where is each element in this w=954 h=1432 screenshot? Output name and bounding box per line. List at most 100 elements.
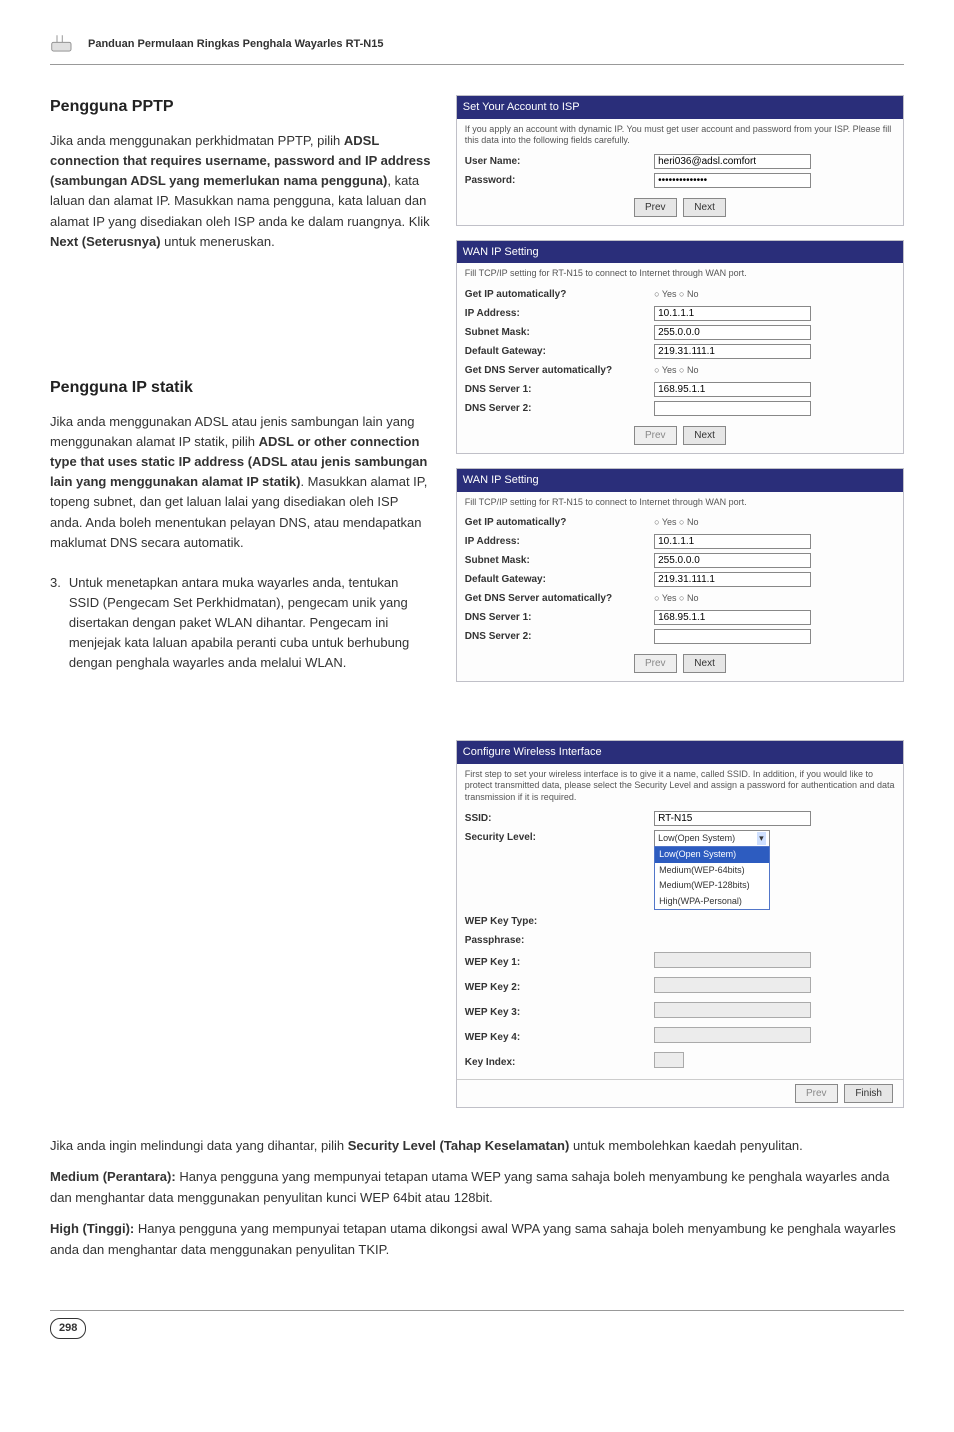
mask-input[interactable] <box>654 325 811 340</box>
text-bold: Security Level (Tahap Keselamatan) <box>348 1138 570 1153</box>
isp-panel: Set Your Account to ISP If you apply an … <box>456 95 904 226</box>
wan2-desc: Fill TCP/IP setting for RT-N15 to connec… <box>457 492 903 514</box>
left-column: Pengguna PPTP Jika anda menggunakan perk… <box>50 95 432 1108</box>
dns1-input[interactable] <box>654 382 811 397</box>
text: Jika anda ingin melindungi data yang dih… <box>50 1138 348 1153</box>
text-bold: Next (Seterusnya) <box>50 234 161 249</box>
router-icon <box>50 30 78 58</box>
gw-label: Default Gateway: <box>465 572 654 587</box>
getdns-label: Get DNS Server automatically? <box>465 363 654 378</box>
text-bold: High (Tinggi): <box>50 1221 134 1236</box>
wep4-label: WEP Key 4: <box>465 1030 654 1045</box>
getdns-label: Get DNS Server automatically? <box>465 591 654 606</box>
wan2-header: WAN IP Setting <box>457 469 903 492</box>
dns2-label: DNS Server 2: <box>465 629 654 644</box>
next-button[interactable]: Next <box>683 654 726 673</box>
password-label: Password: <box>465 173 654 188</box>
wep4-input <box>654 1027 811 1043</box>
text: Hanya pengguna yang mempunyai tetapan ut… <box>50 1221 896 1257</box>
prev-button[interactable]: Prev <box>634 426 677 445</box>
isp-panel-header: Set Your Account to ISP <box>457 96 903 119</box>
wep2-label: WEP Key 2: <box>465 980 654 995</box>
username-input[interactable] <box>654 154 811 169</box>
bottom-text: Jika anda ingin melindungi data yang dih… <box>50 1136 904 1260</box>
prev-button[interactable]: Prev <box>634 654 677 673</box>
getdns-radio[interactable]: ○ Yes ○ No <box>654 364 895 378</box>
chevron-down-icon: ▾ <box>757 832 766 846</box>
keyindex-label: Key Index: <box>465 1055 654 1070</box>
text: untuk membolehkan kaedah penyulitan. <box>569 1138 802 1153</box>
security-level-label: Security Level: <box>465 830 654 845</box>
dns2-input[interactable] <box>654 401 811 416</box>
mask-input[interactable] <box>654 553 811 568</box>
text: untuk meneruskan. <box>161 234 275 249</box>
text-bold: Medium (Perantara): <box>50 1169 176 1184</box>
option-med64[interactable]: Medium(WEP-64bits) <box>655 863 769 879</box>
header-title: Panduan Permulaan Ringkas Penghala Wayar… <box>88 36 383 53</box>
wep-type-label: WEP Key Type: <box>465 914 654 929</box>
isp-panel-desc: If you apply an account with dynamic IP.… <box>457 119 903 152</box>
passphrase-label: Passphrase: <box>465 933 654 948</box>
static-title: Pengguna IP statik <box>50 376 432 400</box>
gw-label: Default Gateway: <box>465 344 654 359</box>
wifi-panel-desc: First step to set your wireless interfac… <box>457 764 903 809</box>
pptp-title: Pengguna PPTP <box>50 95 432 119</box>
static-body: Jika anda menggunakan ADSL atau jenis sa… <box>50 412 432 553</box>
page-header: Panduan Permulaan Ringkas Penghala Wayar… <box>50 30 904 65</box>
dns1-label: DNS Server 1: <box>465 382 654 397</box>
gw-input[interactable] <box>654 344 811 359</box>
wep2-input <box>654 977 811 993</box>
pptp-body: Jika anda menggunakan perkhidmatan PPTP,… <box>50 131 432 252</box>
prev-button[interactable]: Prev <box>795 1084 838 1103</box>
mask-label: Subnet Mask: <box>465 553 654 568</box>
ip-input[interactable] <box>654 306 811 321</box>
page-footer: 298 <box>50 1310 904 1339</box>
password-input[interactable] <box>654 173 811 188</box>
ssid-label: SSID: <box>465 811 654 826</box>
keyindex-select <box>654 1052 684 1068</box>
next-button[interactable]: Next <box>683 426 726 445</box>
wan-panel-2: WAN IP Setting Fill TCP/IP setting for R… <box>456 468 904 682</box>
mask-label: Subnet Mask: <box>465 325 654 340</box>
ip-input[interactable] <box>654 534 811 549</box>
option-med128[interactable]: Medium(WEP-128bits) <box>655 878 769 894</box>
dns2-label: DNS Server 2: <box>465 401 654 416</box>
option-low[interactable]: Low(Open System) <box>655 847 769 863</box>
wan1-desc: Fill TCP/IP setting for RT-N15 to connec… <box>457 263 903 285</box>
ip-label: IP Address: <box>465 306 654 321</box>
wep1-input <box>654 952 811 968</box>
ip-label: IP Address: <box>465 534 654 549</box>
step-number: 3. <box>50 573 61 674</box>
getip-radio[interactable]: ○ Yes ○ No <box>654 288 895 302</box>
getip-label: Get IP automatically? <box>465 287 654 302</box>
prev-button[interactable]: Prev <box>634 198 677 217</box>
text: Hanya pengguna yang mempunyai tetapan ut… <box>50 1169 889 1205</box>
wan1-header: WAN IP Setting <box>457 241 903 264</box>
step-text: Untuk menetapkan antara muka wayarles an… <box>69 573 432 674</box>
next-button[interactable]: Next <box>683 198 726 217</box>
dns1-input[interactable] <box>654 610 811 625</box>
step-3: 3. Untuk menetapkan antara muka wayarles… <box>50 573 432 674</box>
dns2-input[interactable] <box>654 629 811 644</box>
wep3-label: WEP Key 3: <box>465 1005 654 1020</box>
security-level-select[interactable]: Low(Open System) ▾ <box>654 830 770 848</box>
wifi-panel-header: Configure Wireless Interface <box>457 741 903 764</box>
security-level-value: Low(Open System) <box>658 832 735 846</box>
wifi-panel: Configure Wireless Interface First step … <box>456 740 904 1108</box>
getdns-radio[interactable]: ○ Yes ○ No <box>654 592 895 606</box>
username-label: User Name: <box>465 154 654 169</box>
wep3-input <box>654 1002 811 1018</box>
option-high[interactable]: High(WPA-Personal) <box>655 894 769 910</box>
text: Jika anda menggunakan perkhidmatan PPTP,… <box>50 133 344 148</box>
dns1-label: DNS Server 1: <box>465 610 654 625</box>
wan-panel-1: WAN IP Setting Fill TCP/IP setting for R… <box>456 240 904 454</box>
gw-input[interactable] <box>654 572 811 587</box>
ssid-input[interactable] <box>654 811 811 826</box>
getip-radio[interactable]: ○ Yes ○ No <box>654 516 895 530</box>
getip-label: Get IP automatically? <box>465 515 654 530</box>
page-number: 298 <box>50 1318 86 1339</box>
wep1-label: WEP Key 1: <box>465 955 654 970</box>
finish-button[interactable]: Finish <box>844 1084 893 1103</box>
security-level-options[interactable]: Low(Open System) Medium(WEP-64bits) Medi… <box>654 846 770 910</box>
right-column: Set Your Account to ISP If you apply an … <box>456 95 904 1108</box>
